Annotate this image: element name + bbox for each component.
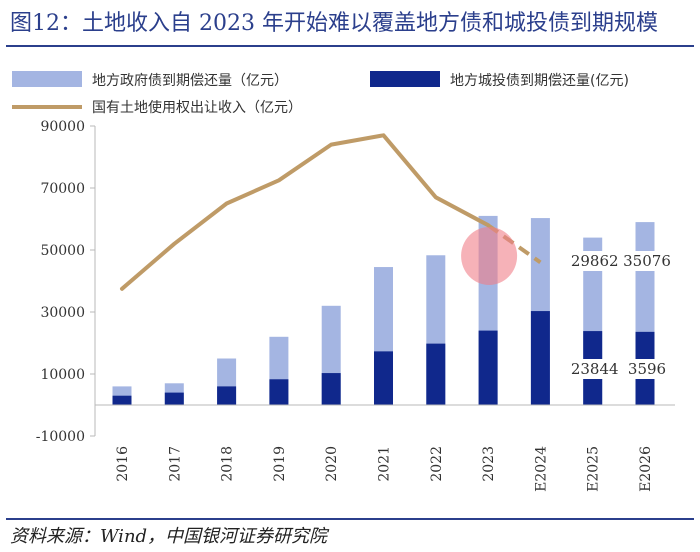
bar-urban-invest-bond (164, 392, 184, 405)
title-divider (6, 45, 694, 47)
legend-label-urban-invest-bond: 地方城投债到期偿还量(亿元) (450, 73, 629, 89)
highlight-circle (461, 227, 518, 285)
legend-swatch-local-gov-bond (12, 71, 82, 87)
x-tick-label: 2021 (377, 446, 393, 482)
bar-urban-invest-bond (269, 379, 289, 405)
legend-swatch-urban-invest-bond (370, 71, 440, 87)
y-tick-label: 10000 (40, 367, 85, 383)
bar-urban-invest-bond (112, 395, 132, 405)
x-tick-label: 2019 (272, 446, 288, 482)
y-tick-label: 70000 (40, 181, 85, 197)
x-tick-label: 2020 (324, 446, 340, 482)
bar-urban-invest-bond (374, 351, 393, 405)
data-label: 23844 (571, 360, 619, 378)
data-label: 3596 (628, 360, 666, 378)
data-label-bg (621, 251, 673, 271)
line-land-income-solid (120, 133, 491, 291)
x-tick-label: 2017 (167, 446, 183, 482)
bar-urban-invest-bond (321, 373, 341, 405)
x-tick-label: E2025 (586, 446, 602, 492)
data-label-bg (568, 251, 621, 271)
chart-title: 图12：土地收入自 2023 年开始难以覆盖地方债和城投债到期规模 (10, 11, 658, 36)
y-tick-label: 30000 (40, 305, 85, 321)
chart-area: 地方政府债到期偿还量（亿元） 地方城投债到期偿还量(亿元) 国有土地使用权出让收入（… (12, 71, 675, 492)
legend-label-land-income: 国有土地使用权出让收入（亿元） (92, 99, 302, 116)
y-tick-label: -10000 (36, 429, 85, 445)
data-label: 29862 (571, 252, 619, 270)
x-tick-label: 2022 (429, 446, 445, 482)
data-label-bg (568, 359, 621, 379)
x-tick-label: 2018 (220, 446, 236, 482)
y-tick-label: 90000 (40, 119, 85, 135)
x-tick-label: 2016 (115, 446, 131, 482)
source-note: 资料来源：Wind，中国银河证券研究院 (10, 526, 328, 547)
x-tick-label: 2023 (481, 446, 497, 482)
bar-urban-invest-bond (426, 343, 446, 405)
bar-urban-invest-bond (530, 311, 550, 405)
x-tick-label: E2024 (533, 446, 549, 492)
data-label-bg (626, 359, 668, 379)
legend-label-local-gov-bond: 地方政府债到期偿还量（亿元） (92, 73, 288, 89)
bar-urban-invest-bond (217, 386, 237, 405)
data-label: 35076 (623, 252, 671, 270)
bar-urban-invest-bond (478, 330, 498, 405)
x-tick-label: E2026 (638, 446, 654, 492)
y-tick-label: 50000 (40, 243, 85, 259)
footer-divider (6, 518, 694, 520)
